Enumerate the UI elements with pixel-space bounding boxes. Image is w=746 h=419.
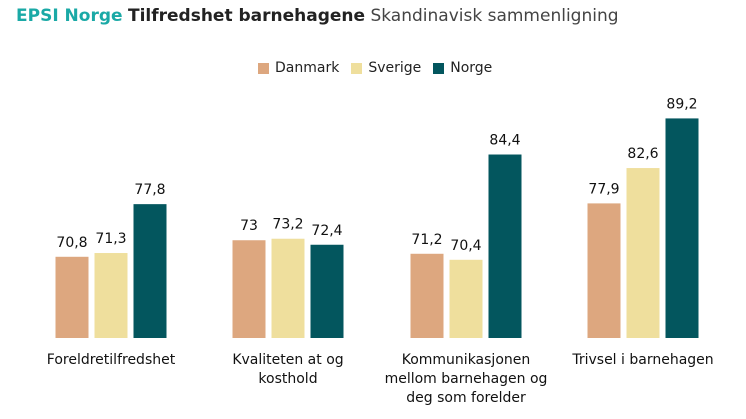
legend-swatch-danmark [258,62,269,74]
bar-sverige-0 [94,253,128,338]
category-label-2-line-1: mellom barnehagen og [385,371,548,387]
legend-item-danmark: Danmark [258,60,339,76]
bar-norge-2 [488,154,522,338]
legend-item-norge: Norge [433,60,492,76]
bar-norge-1 [310,244,344,338]
title-brand: EPSI Norge [16,6,123,26]
data-label-danmark-2: 71,2 [411,232,442,248]
bar-norge-3 [665,118,699,338]
bar-danmark-0 [55,256,89,338]
bar-sverige-1 [271,238,305,338]
category-label-0-line-0: Foreldretilfredshet [47,352,176,368]
data-label-sverige-3: 82,6 [627,146,658,162]
chart-legend: Danmark Sverige Norge [258,60,492,76]
data-label-norge-1: 72,4 [311,223,342,239]
bar-sverige-3 [626,168,660,338]
category-label-3-line-0: Trivsel i barnehagen [571,352,713,368]
legend-label-norge: Norge [450,60,493,76]
bar-norge-0 [133,204,167,338]
data-label-danmark-3: 77,9 [588,181,619,197]
data-label-danmark-0: 70,8 [56,235,87,251]
data-label-norge-0: 77,8 [134,182,165,198]
category-label-2-line-2: deg som forelder [406,390,526,406]
title-subtitle: Skandinavisk sammenligning [370,6,619,26]
bar-sverige-2 [449,259,483,338]
category-label-1-line-0: Kvaliteten at og [232,352,343,368]
category-label-1-line-1: kosthold [258,371,317,387]
bar-danmark-3 [587,203,621,338]
chart-title: EPSI Norge Tilfredshet barnehagene Skand… [16,6,619,26]
data-label-sverige-2: 70,4 [450,238,481,254]
legend-swatch-sverige [351,62,363,74]
data-label-norge-2: 84,4 [489,133,520,149]
legend-label-danmark: Danmark [275,60,340,76]
legend-label-sverige: Sverige [368,60,422,76]
legend-swatch-norge [433,62,445,74]
title-main: Tilfredshet barnehagene [127,6,366,26]
legend-item-sverige: Sverige [351,60,421,76]
category-label-2-line-0: Kommunikasjonen [402,352,531,368]
data-label-norge-3: 89,2 [666,96,697,112]
data-label-danmark-1: 73 [240,218,258,234]
data-label-sverige-1: 73,2 [272,217,303,233]
bar-danmark-2 [410,253,444,338]
bar-danmark-1 [232,240,266,338]
data-label-sverige-0: 71,3 [95,231,126,247]
